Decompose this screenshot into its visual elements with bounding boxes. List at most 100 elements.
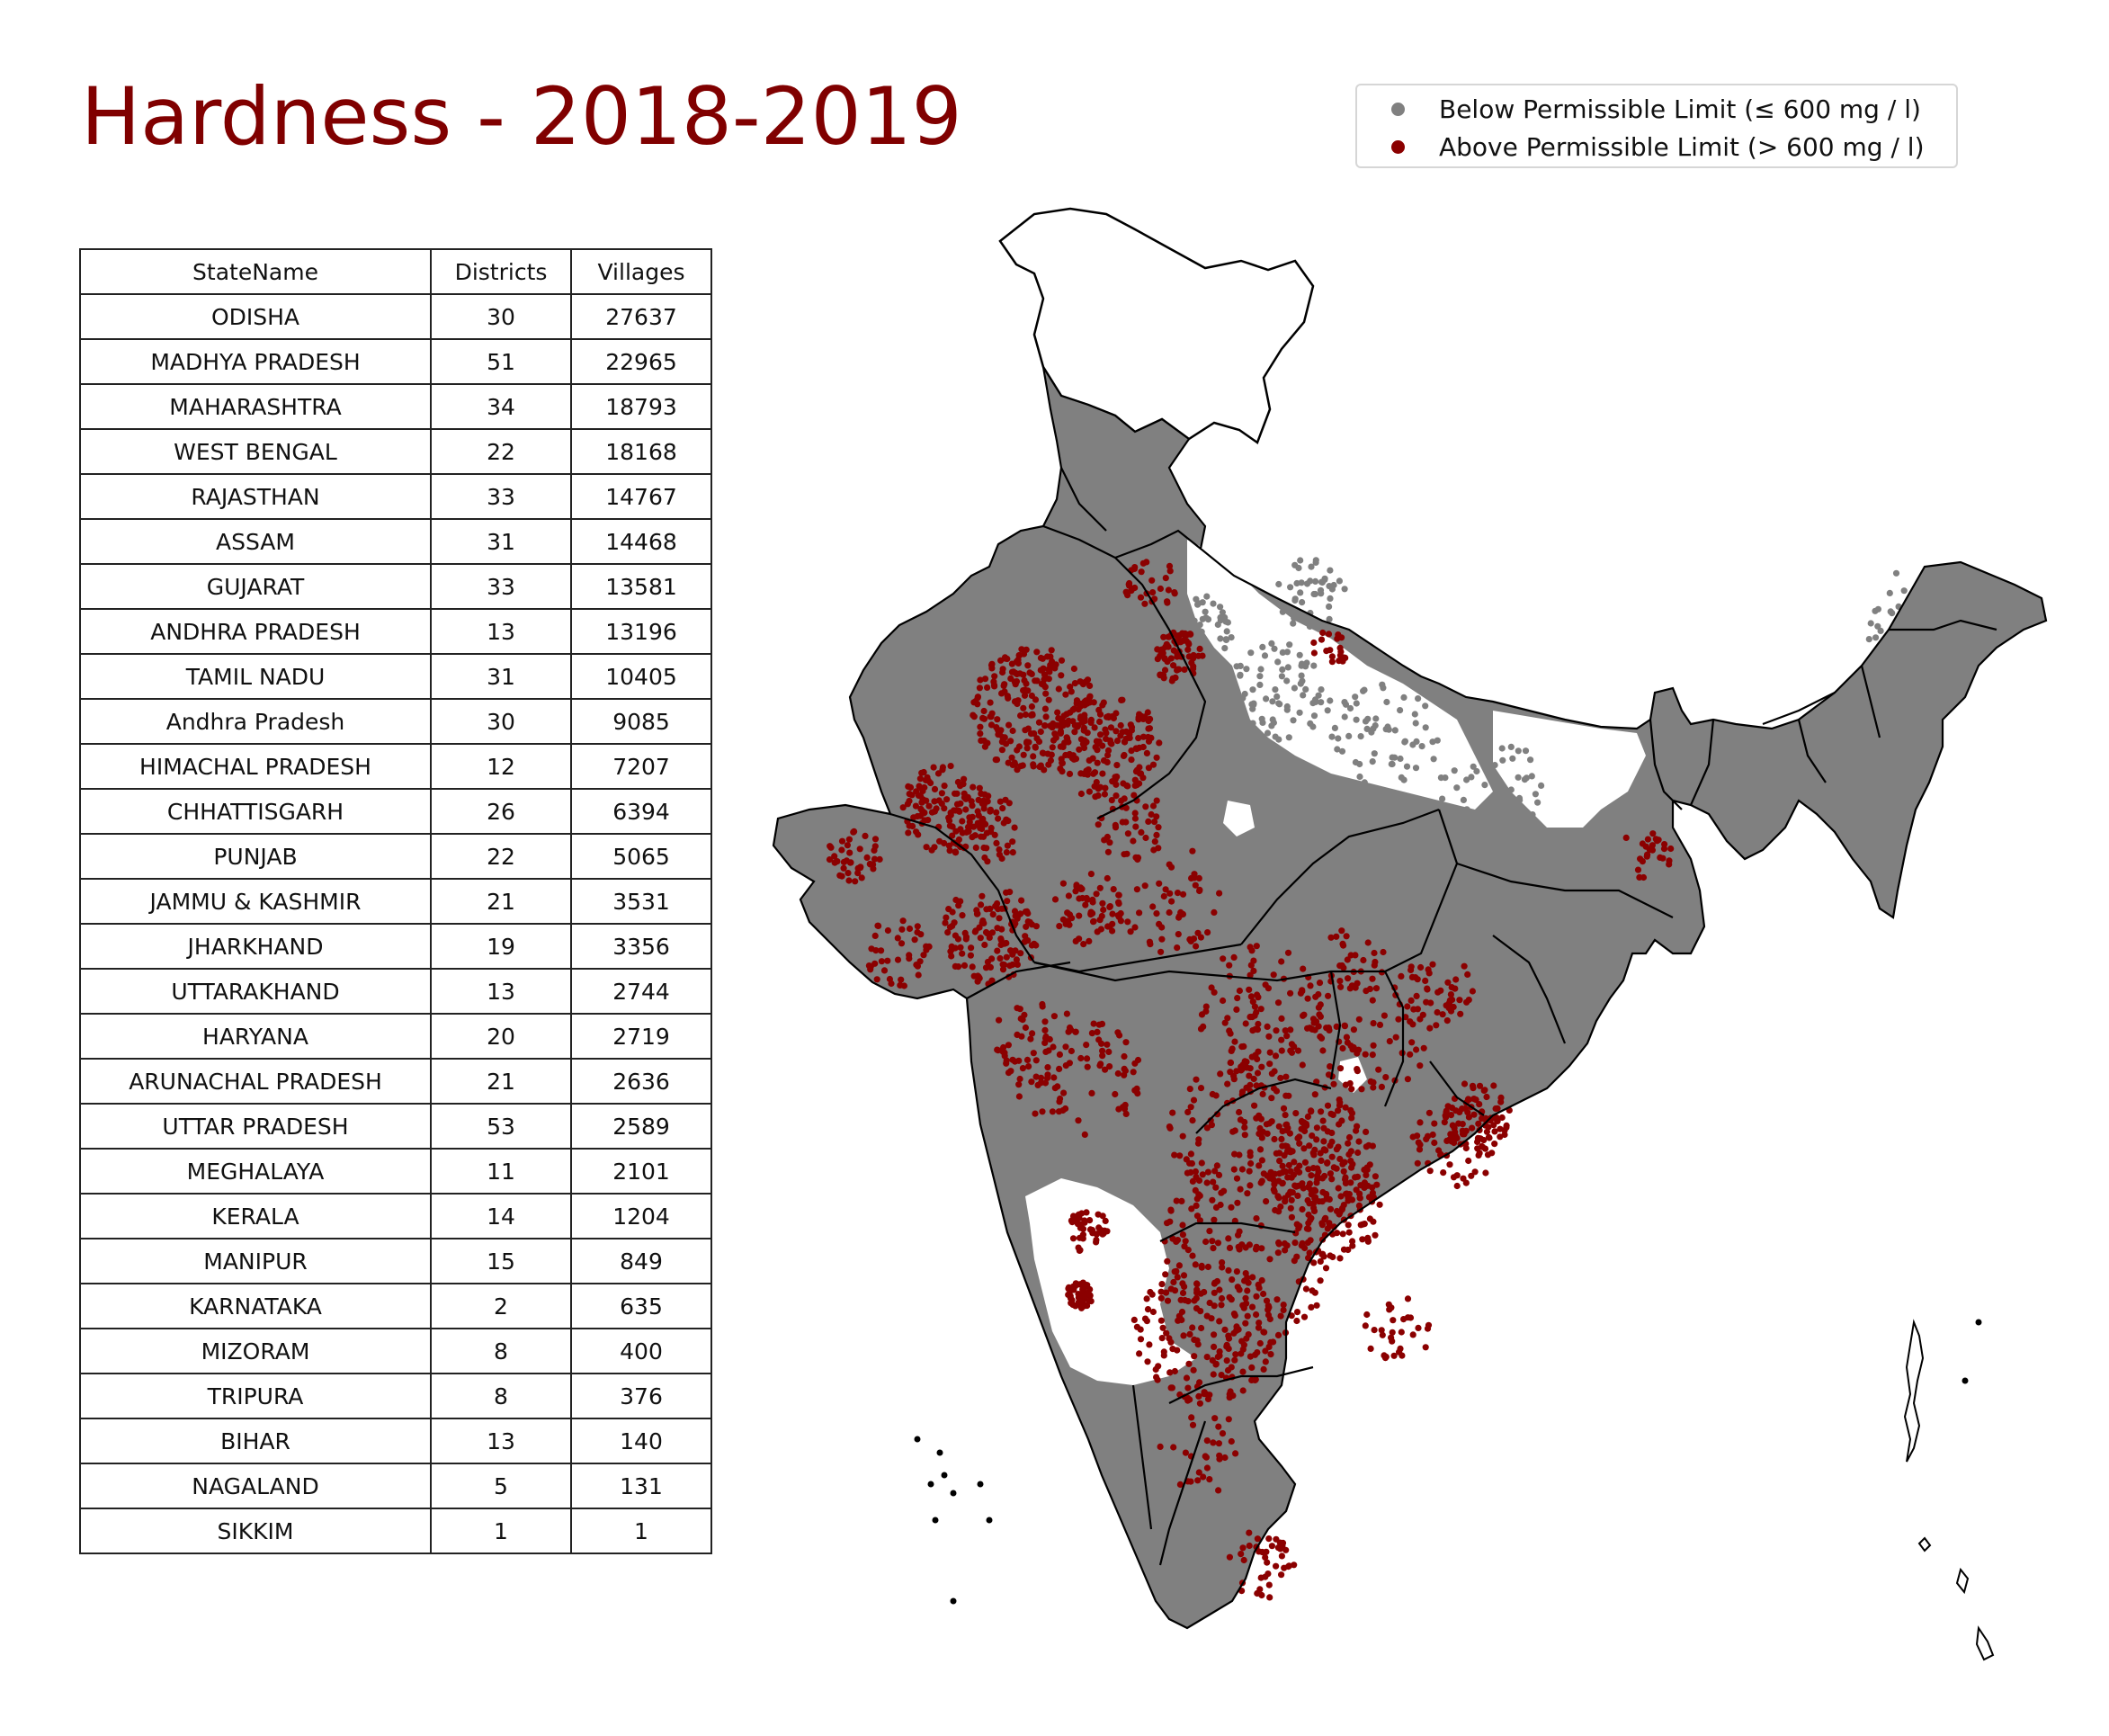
above-limit-point [1130, 792, 1138, 799]
below-limit-point [1462, 825, 1470, 832]
above-limit-point [1145, 717, 1152, 725]
above-limit-point [1282, 1092, 1290, 1099]
above-limit-point [1476, 1082, 1484, 1089]
above-limit-point [938, 790, 945, 797]
above-limit-point [1070, 1218, 1077, 1225]
above-limit-point [972, 844, 979, 852]
state-name-cell: TAMIL NADU [79, 653, 432, 700]
above-limit-point [991, 673, 998, 680]
below-limit-point [1918, 575, 1926, 582]
above-limit-point [1310, 1204, 1318, 1212]
above-limit-point [991, 831, 998, 838]
above-limit-point [1265, 1033, 1273, 1040]
above-limit-point [1263, 1121, 1270, 1128]
above-limit-point [1291, 1043, 1298, 1051]
above-limit-point [1342, 1174, 1349, 1181]
above-limit-point [1153, 813, 1160, 820]
above-limit-point [1092, 744, 1099, 751]
above-limit-point [912, 802, 920, 810]
above-limit-point [1212, 1092, 1220, 1099]
above-limit-point [1333, 933, 1340, 940]
above-limit-point [1369, 975, 1376, 982]
above-limit-point [946, 817, 953, 825]
above-limit-point [844, 842, 852, 849]
above-limit-point [1186, 1086, 1193, 1093]
above-limit-point [1644, 851, 1651, 858]
above-limit-point [1429, 961, 1436, 968]
above-limit-point [1498, 1114, 1506, 1122]
above-limit-point [1211, 908, 1218, 917]
above-limit-point [974, 910, 981, 917]
above-limit-point [1157, 948, 1165, 955]
below-limit-point [1223, 628, 1230, 635]
above-limit-point [928, 809, 936, 816]
below-limit-point [1243, 873, 1250, 881]
above-limit-point [1109, 910, 1116, 917]
above-limit-point [1236, 987, 1243, 995]
above-limit-point [862, 832, 869, 840]
state-name-cell: NAGALAND [79, 1463, 432, 1509]
above-limit-point [1090, 917, 1097, 925]
above-limit-point [1249, 1027, 1256, 1034]
below-limit-point [1442, 774, 1449, 782]
state-border [1860, 665, 1881, 738]
table-row: TAMIL NADU 31 10405 [79, 653, 712, 700]
below-limit-point [1256, 855, 1264, 862]
above-limit-point [1171, 1268, 1178, 1275]
above-limit-point [1020, 650, 1028, 658]
above-limit-point [906, 952, 913, 959]
below-limit-point [1237, 726, 1244, 733]
above-limit-point [1078, 714, 1086, 721]
above-limit-point [1175, 931, 1182, 938]
above-limit-point [1188, 1414, 1195, 1421]
below-limit-point [1364, 715, 1372, 722]
below-limit-point [1327, 567, 1334, 574]
above-limit-point [999, 805, 1006, 812]
above-limit-point [1001, 681, 1008, 688]
above-limit-point [1324, 1128, 1331, 1135]
above-limit-point [923, 797, 930, 804]
above-limit-point [1453, 1134, 1461, 1141]
above-limit-point [996, 915, 1003, 922]
above-limit-point [1247, 1081, 1254, 1088]
no-data-region [1493, 711, 1646, 828]
above-limit-point [1141, 882, 1148, 890]
above-limit-point [1206, 1299, 1213, 1307]
above-limit-point [1006, 889, 1014, 896]
state-border [1383, 971, 1405, 1107]
above-limit-point [1270, 971, 1277, 979]
below-limit-point [1171, 622, 1178, 631]
above-limit-point [1221, 1019, 1229, 1026]
above-limit-point [984, 858, 991, 865]
above-limit-point [943, 914, 950, 921]
above-limit-point [1024, 662, 1032, 669]
above-limit-point [1302, 1285, 1309, 1293]
above-limit-point [1328, 1153, 1336, 1160]
above-limit-point [1039, 1000, 1046, 1008]
below-limit-point [1949, 630, 1956, 637]
above-limit-point [921, 783, 928, 792]
above-limit-point [1185, 1360, 1193, 1367]
above-limit-point [980, 707, 987, 715]
above-limit-point [1256, 1162, 1263, 1169]
state-border [1060, 467, 1107, 532]
above-limit-point [1354, 1173, 1362, 1180]
below-limit-point [1356, 760, 1363, 768]
above-limit-point [1416, 1016, 1424, 1023]
above-limit-point [1256, 1124, 1264, 1132]
above-limit-point [1363, 1311, 1371, 1319]
above-limit-point [987, 824, 995, 832]
above-limit-point [1211, 1216, 1218, 1223]
below-limit-point [1298, 660, 1306, 667]
above-limit-point [952, 896, 960, 904]
above-limit-point [1161, 656, 1168, 663]
above-limit-point [1179, 1231, 1186, 1239]
above-limit-point [1370, 1042, 1377, 1049]
above-limit-point [1133, 746, 1140, 753]
above-limit-point [989, 911, 996, 918]
above-limit-point [1078, 1210, 1086, 1217]
above-limit-point [906, 925, 914, 933]
above-limit-point [999, 961, 1006, 968]
above-limit-point [1287, 1188, 1294, 1195]
above-limit-point [873, 976, 880, 983]
